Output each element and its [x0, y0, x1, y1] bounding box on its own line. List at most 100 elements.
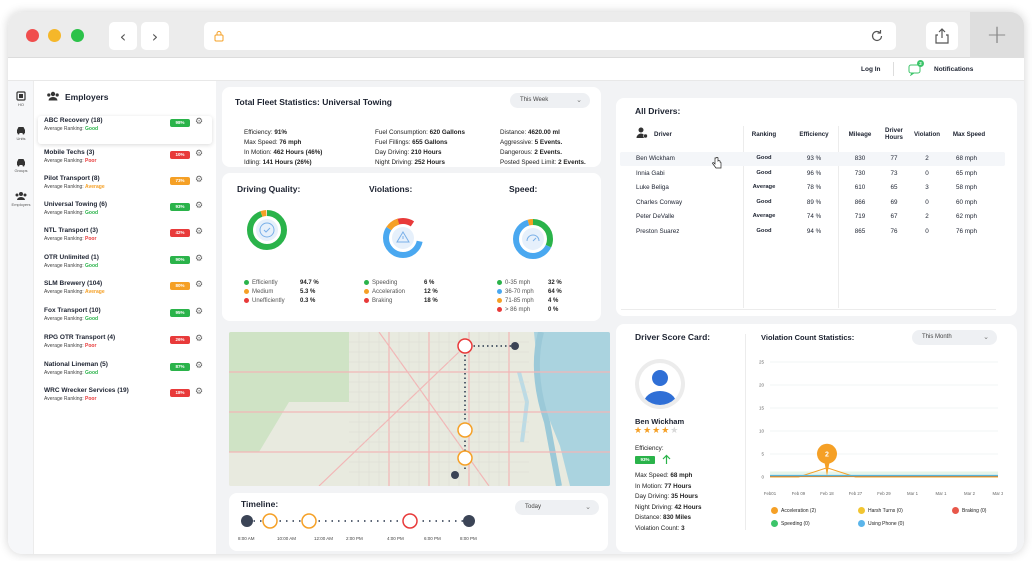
share-button[interactable]: [926, 22, 958, 50]
route-map[interactable]: [229, 332, 610, 486]
rail-item-units[interactable]: Units: [8, 125, 34, 141]
violation-chart-title: Violation Count Statistics:: [761, 333, 855, 342]
notifications-button[interactable]: 2 Notifications: [908, 60, 993, 78]
fleet-stat-label: In Motion:: [244, 149, 272, 156]
gear-icon[interactable]: ⚙: [195, 280, 204, 290]
gear-icon[interactable]: ⚙: [195, 149, 204, 159]
star-empty-icon: ★: [670, 426, 680, 436]
column-header[interactable]: Ranking: [751, 131, 777, 138]
legend-label: Braking (0): [962, 507, 987, 514]
message-icon: [908, 64, 921, 76]
column-header[interactable]: Driver: [654, 131, 672, 138]
rail-item-ho[interactable]: HO: [8, 91, 34, 107]
ranking-value: Good: [85, 316, 99, 322]
peak-marker-stem: [824, 459, 830, 476]
ranking-prefix: Average Ranking:: [44, 158, 84, 164]
fleet-stat-label: Efficiency:: [244, 129, 273, 136]
score-stat-value: 42 Hours: [674, 503, 702, 511]
maximize-window-button[interactable]: [71, 29, 84, 42]
legend-value: 32 %: [548, 280, 562, 286]
violation-period-dropdown[interactable]: This Month ⌄: [912, 330, 997, 345]
legend-dot: [952, 507, 959, 514]
score-stat-value: 68 mph: [670, 472, 693, 479]
ranking-value: Poor: [85, 158, 97, 164]
fleet-stat: In Motion: 462 Hours (46%): [244, 149, 322, 156]
fleet-stat-label: Distance:: [500, 129, 527, 136]
legend-value: 0 %: [548, 307, 559, 313]
employer-name: Pilot Transport (8): [44, 175, 100, 182]
column-header[interactable]: Max Speed: [952, 131, 986, 138]
fleet-stat-value: 4620.00 ml: [528, 129, 560, 136]
driver-cell-mileage: 866: [854, 198, 866, 206]
legend-value: 94.7 %: [300, 280, 319, 286]
timeline-track[interactable]: [237, 511, 477, 531]
back-button[interactable]: ‹: [109, 22, 137, 50]
gear-icon[interactable]: ⚙: [195, 361, 204, 371]
ranking-prefix: Average Ranking:: [44, 184, 84, 190]
warning-icon: [396, 231, 410, 243]
avatar: [635, 359, 685, 409]
efficiency-badge: 93%: [635, 456, 655, 464]
legend-value: 64 %: [548, 289, 562, 295]
fleet-stat: Day Driving: 210 Hours: [375, 149, 442, 156]
driver-cell-viol: 2: [925, 155, 929, 162]
column-header[interactable]: Violation: [913, 131, 940, 138]
gear-icon[interactable]: ⚙: [195, 387, 204, 397]
rail-item-employers[interactable]: Employers: [8, 191, 34, 207]
gear-icon[interactable]: ⚙: [195, 117, 204, 127]
plus-icon: +: [986, 20, 1008, 50]
legend-label: Acceleration (2): [781, 507, 817, 514]
browser-toolbar: ‹ › +: [8, 12, 1024, 58]
score-stat-label: Violation Count:: [635, 524, 680, 532]
address-bar[interactable]: [204, 22, 896, 50]
employer-name: RPG OTR Transport (4): [44, 334, 116, 341]
gear-icon[interactable]: ⚙: [195, 227, 204, 237]
y-tick-label: 15: [759, 406, 765, 411]
column-header[interactable]: Efficiency: [799, 131, 829, 138]
rail-item-groups[interactable]: Groups: [8, 157, 34, 173]
ranking-prefix: Average Ranking:: [44, 316, 84, 322]
gear-icon[interactable]: ⚙: [195, 334, 204, 344]
icon-rail: HO Units Groups Employers: [8, 81, 34, 554]
legend-label: Harsh Turns (0): [868, 507, 903, 514]
fleet-stat-label: Posted Speed Limit:: [500, 159, 557, 166]
legend-label: Speeding (0): [781, 520, 810, 527]
column-header[interactable]: Mileage: [848, 131, 872, 138]
chart-legend-item: Harsh Turns (0): [858, 507, 903, 514]
employer-ranking: Average Ranking: Good: [44, 126, 98, 132]
login-link[interactable]: Log In: [861, 66, 881, 73]
fleet-stat-label: Dangerous:: [500, 149, 533, 156]
star-rating: ★★★★★: [634, 426, 679, 436]
fleet-period-dropdown[interactable]: This Week ⌄: [510, 93, 590, 108]
gear-icon[interactable]: ⚙: [195, 175, 204, 185]
employer-name: ABC Recovery (18): [44, 117, 103, 124]
fleet-stat-value: 2 Events.: [558, 159, 586, 166]
legend-item: Unefficiently 0.3 %: [244, 298, 315, 304]
driver-cell-hours: 65: [890, 184, 898, 191]
violation-line-chart: 0 5 10 15 20 25 Feb01 Feb 09 Feb 18 Feb 27 Feb 29 M…: [759, 360, 1003, 497]
minimize-window-button[interactable]: [48, 29, 61, 42]
speed-title: Speed:: [509, 184, 538, 194]
legend-dot: [858, 507, 865, 514]
browser-window: ‹ › + Log In 2 Notifications HO Units: [8, 12, 1024, 554]
close-window-button[interactable]: [26, 29, 39, 42]
forward-button[interactable]: ›: [141, 22, 169, 50]
employer-ranking: Average Ranking: Good: [44, 316, 98, 322]
score-stat: Violation Count: 3: [635, 525, 685, 532]
legend-dot: [244, 298, 249, 303]
gear-icon[interactable]: ⚙: [195, 201, 204, 211]
driver-cell-speed: 58 mph: [956, 184, 978, 191]
column-header[interactable]: Driver Hours: [885, 127, 903, 141]
gear-icon[interactable]: ⚙: [195, 307, 204, 317]
ranking-value: Poor: [85, 396, 97, 402]
fleet-stat: Distance: 4620.00 ml: [500, 129, 560, 136]
ranking-prefix: Average Ranking:: [44, 126, 84, 132]
driver-cell-rank: Good: [756, 169, 772, 176]
new-tab-button[interactable]: +: [970, 12, 1024, 58]
timeline-period-dropdown[interactable]: Today ⌄: [515, 500, 599, 515]
gear-icon[interactable]: ⚙: [195, 254, 204, 264]
driver-cell-hours: 73: [890, 169, 898, 177]
score-stat: Max Speed: 68 mph: [635, 472, 692, 479]
reload-icon[interactable]: [870, 29, 884, 43]
driver-cell-rank: Good: [756, 155, 772, 161]
